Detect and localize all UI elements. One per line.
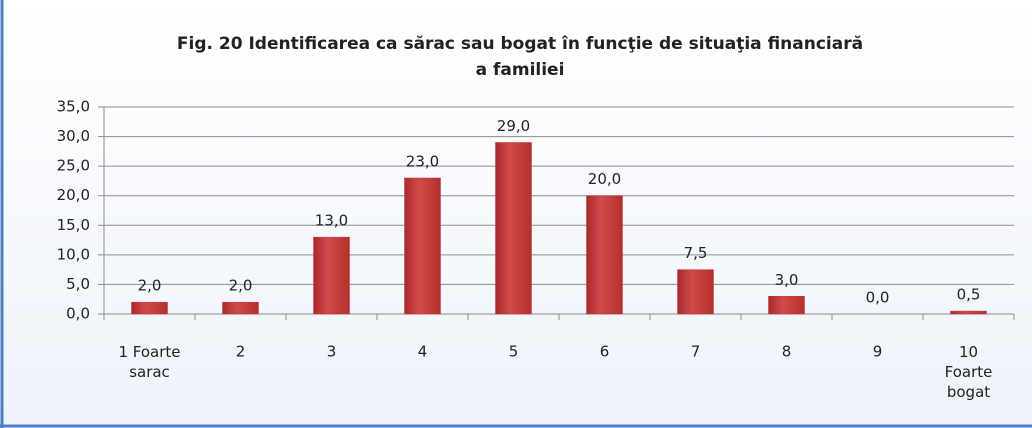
y-tick-label: 30,0 <box>57 127 90 145</box>
bar <box>950 310 987 315</box>
bar <box>495 142 532 315</box>
data-label: 20,0 <box>588 170 621 188</box>
y-tick-label: 35,0 <box>57 98 90 116</box>
y-tick-label: 25,0 <box>57 157 90 175</box>
y-tick-label: 20,0 <box>57 186 90 204</box>
data-label: 29,0 <box>497 117 530 135</box>
y-tick-label: 15,0 <box>57 216 90 234</box>
x-tick-label: 6 <box>600 343 610 361</box>
bar <box>313 236 350 315</box>
chart-title: Fig. 20 Identificarea ca sărac sau bogat… <box>177 34 863 54</box>
data-label: 13,0 <box>315 212 348 230</box>
bar <box>222 301 259 315</box>
data-label: 0,0 <box>866 289 890 307</box>
bar <box>768 296 805 315</box>
x-tick-label: 10 Foarte bogat <box>945 343 993 401</box>
data-label: 7,5 <box>684 244 708 262</box>
x-tick-label: 7 <box>691 343 701 361</box>
bar <box>586 195 623 315</box>
x-tick-label: 9 <box>873 343 883 361</box>
x-tick-label: 3 <box>327 343 337 361</box>
y-tick-label: 10,0 <box>57 245 90 263</box>
x-tick-label: 1 Foarte sarac <box>118 343 180 381</box>
x-tick-label: 2 <box>236 343 246 361</box>
data-label: 2,0 <box>229 277 253 295</box>
data-label: 3,0 <box>775 271 799 289</box>
bar <box>677 269 714 315</box>
bar <box>131 301 168 315</box>
y-tick-label: 0,0 <box>66 305 90 323</box>
x-tick-label: 4 <box>418 343 428 361</box>
bar <box>404 177 441 315</box>
x-tick-label: 5 <box>509 343 519 361</box>
y-tick-label: 5,0 <box>66 275 90 293</box>
chart-title: a familiei <box>476 60 565 80</box>
x-tick-label: 8 <box>782 343 792 361</box>
data-label: 2,0 <box>138 277 162 295</box>
data-label: 23,0 <box>406 152 439 170</box>
data-label: 0,5 <box>957 286 981 304</box>
